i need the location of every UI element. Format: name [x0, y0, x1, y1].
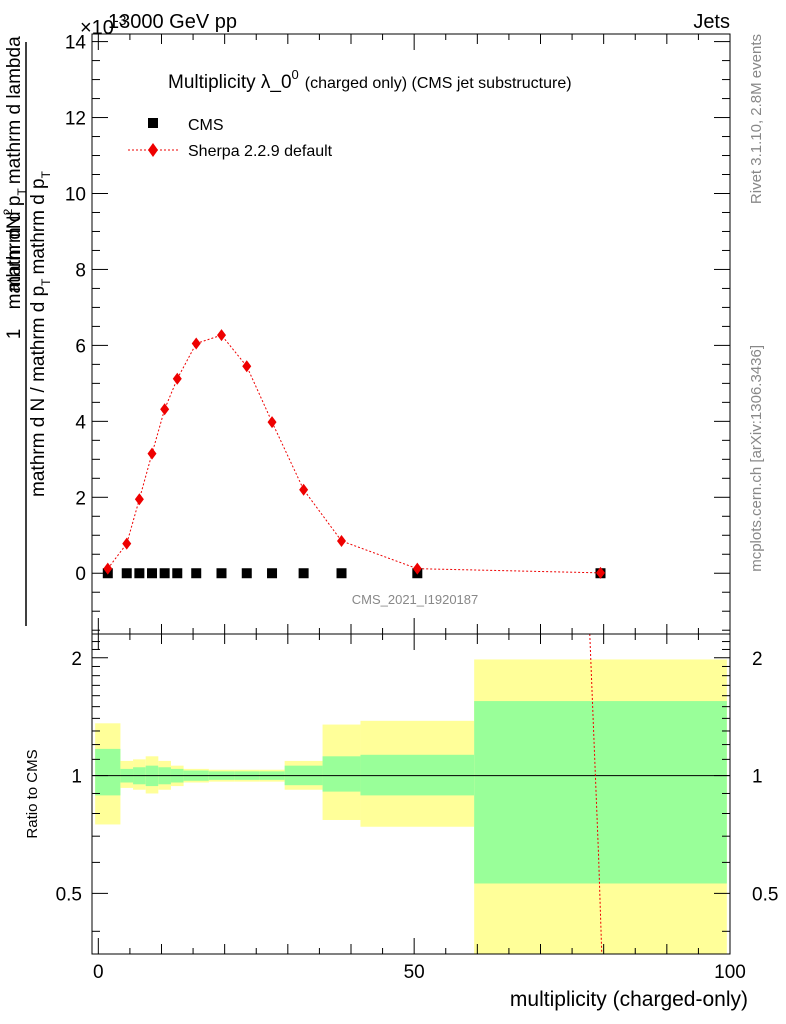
sherpa-point — [103, 562, 113, 575]
legend: CMS Sherpa 2.2.9 default — [128, 117, 333, 160]
y-label-numerator: mathrm dN2 — [1, 208, 25, 309]
sherpa-point — [242, 360, 252, 373]
ratio-y-tick-label: 2 — [71, 649, 82, 670]
y-tick-label: 8 — [75, 260, 86, 281]
x-tick-label: 0 — [93, 962, 104, 983]
cms-point — [267, 568, 278, 579]
sherpa-point — [147, 447, 157, 460]
sherpa-point — [134, 493, 144, 506]
ratio-plot-panel: 0.5 0.5 1 1 2 2 0 50 100 — [56, 633, 778, 983]
sherpa-line — [107, 334, 601, 574]
y-tick-label: 4 — [75, 412, 86, 433]
inner-band — [95, 748, 121, 796]
main-y-label: 1 mathrm dN2 mathrm d pTmathrm d lambda … — [1, 36, 53, 626]
rivet-label: Rivet 3.1.10, 2.8M events — [748, 34, 765, 204]
y-label-one: 1 — [4, 329, 25, 340]
ratio-lines — [92, 633, 730, 955]
cms-point — [121, 568, 132, 579]
ratio-plot-frame — [91, 633, 731, 955]
sherpa-point — [299, 483, 309, 496]
header-category: Jets — [693, 11, 730, 33]
main-data-series — [102, 329, 606, 579]
header-exponent: ×10-3 — [80, 12, 127, 39]
cms-point — [191, 568, 202, 579]
sherpa-point — [191, 337, 201, 350]
sherpa-point — [160, 403, 170, 416]
ratio-y-tick-label-right: 2 — [752, 649, 763, 670]
ratio-y-tick-label: 1 — [71, 767, 82, 788]
y-label-denominator: mathrm d N / mathrm d pTmathrm d pT — [28, 170, 53, 497]
x-axis-label: multiplicity (charged-only) — [510, 988, 748, 1011]
cms-point — [134, 568, 145, 579]
sherpa-point — [412, 562, 422, 575]
cms-point — [336, 568, 347, 579]
x-tick-label: 100 — [714, 962, 746, 983]
y-tick-label: 10 — [65, 184, 86, 205]
ratio-uncertainty-bands — [95, 659, 727, 954]
ratio-y-label: Ratio to CMS — [24, 749, 41, 838]
watermark: CMS_2021_I1920187 — [352, 592, 479, 607]
legend-cms-label: CMS — [188, 117, 224, 134]
y-label-numerator-rest: mathrm d pTmathrm d lambda — [4, 36, 29, 292]
cms-point — [298, 568, 309, 579]
ratio-y-tick-label-right: 0.5 — [752, 884, 778, 905]
sherpa-point — [122, 537, 132, 550]
main-axis-ticks: 0 2 4 6 8 10 12 14 — [65, 33, 731, 634]
sherpa-point — [216, 329, 226, 342]
inner-band — [474, 701, 727, 884]
cms-point — [172, 568, 183, 579]
y-tick-label: 12 — [65, 109, 86, 130]
y-tick-label: 2 — [75, 488, 86, 509]
ratio-axis-ticks: 0.5 0.5 1 1 2 2 0 50 100 — [56, 634, 778, 983]
sherpa-point — [267, 416, 277, 429]
sherpa-point — [337, 534, 347, 547]
sherpa-point — [596, 566, 606, 579]
mcplots-label: mcplots.cern.ch [arXiv:1306.3436] — [748, 345, 765, 572]
header-energy: 13000 GeV pp — [108, 11, 237, 33]
x-tick-label: 50 — [404, 962, 425, 983]
cms-point — [216, 568, 227, 579]
y-tick-label: 14 — [65, 33, 87, 54]
plot-title: Multiplicity λ_00(charged only) (CMS jet… — [168, 67, 572, 93]
cms-point — [241, 568, 252, 579]
legend-sherpa-marker — [148, 143, 158, 157]
cms-point — [147, 568, 158, 579]
ratio-y-tick-label-right: 1 — [752, 767, 763, 788]
sherpa-point — [172, 372, 182, 385]
ratio-y-tick-label: 0.5 — [56, 884, 82, 905]
y-tick-label: 6 — [75, 336, 86, 357]
legend-sherpa-label: Sherpa 2.2.9 default — [188, 143, 333, 160]
inner-band — [322, 756, 361, 792]
legend-cms-marker — [148, 118, 158, 128]
cms-point — [159, 568, 170, 579]
main-plot-panel: 0 2 4 6 8 10 12 14 — [65, 33, 731, 635]
y-tick-label: 0 — [75, 564, 86, 585]
